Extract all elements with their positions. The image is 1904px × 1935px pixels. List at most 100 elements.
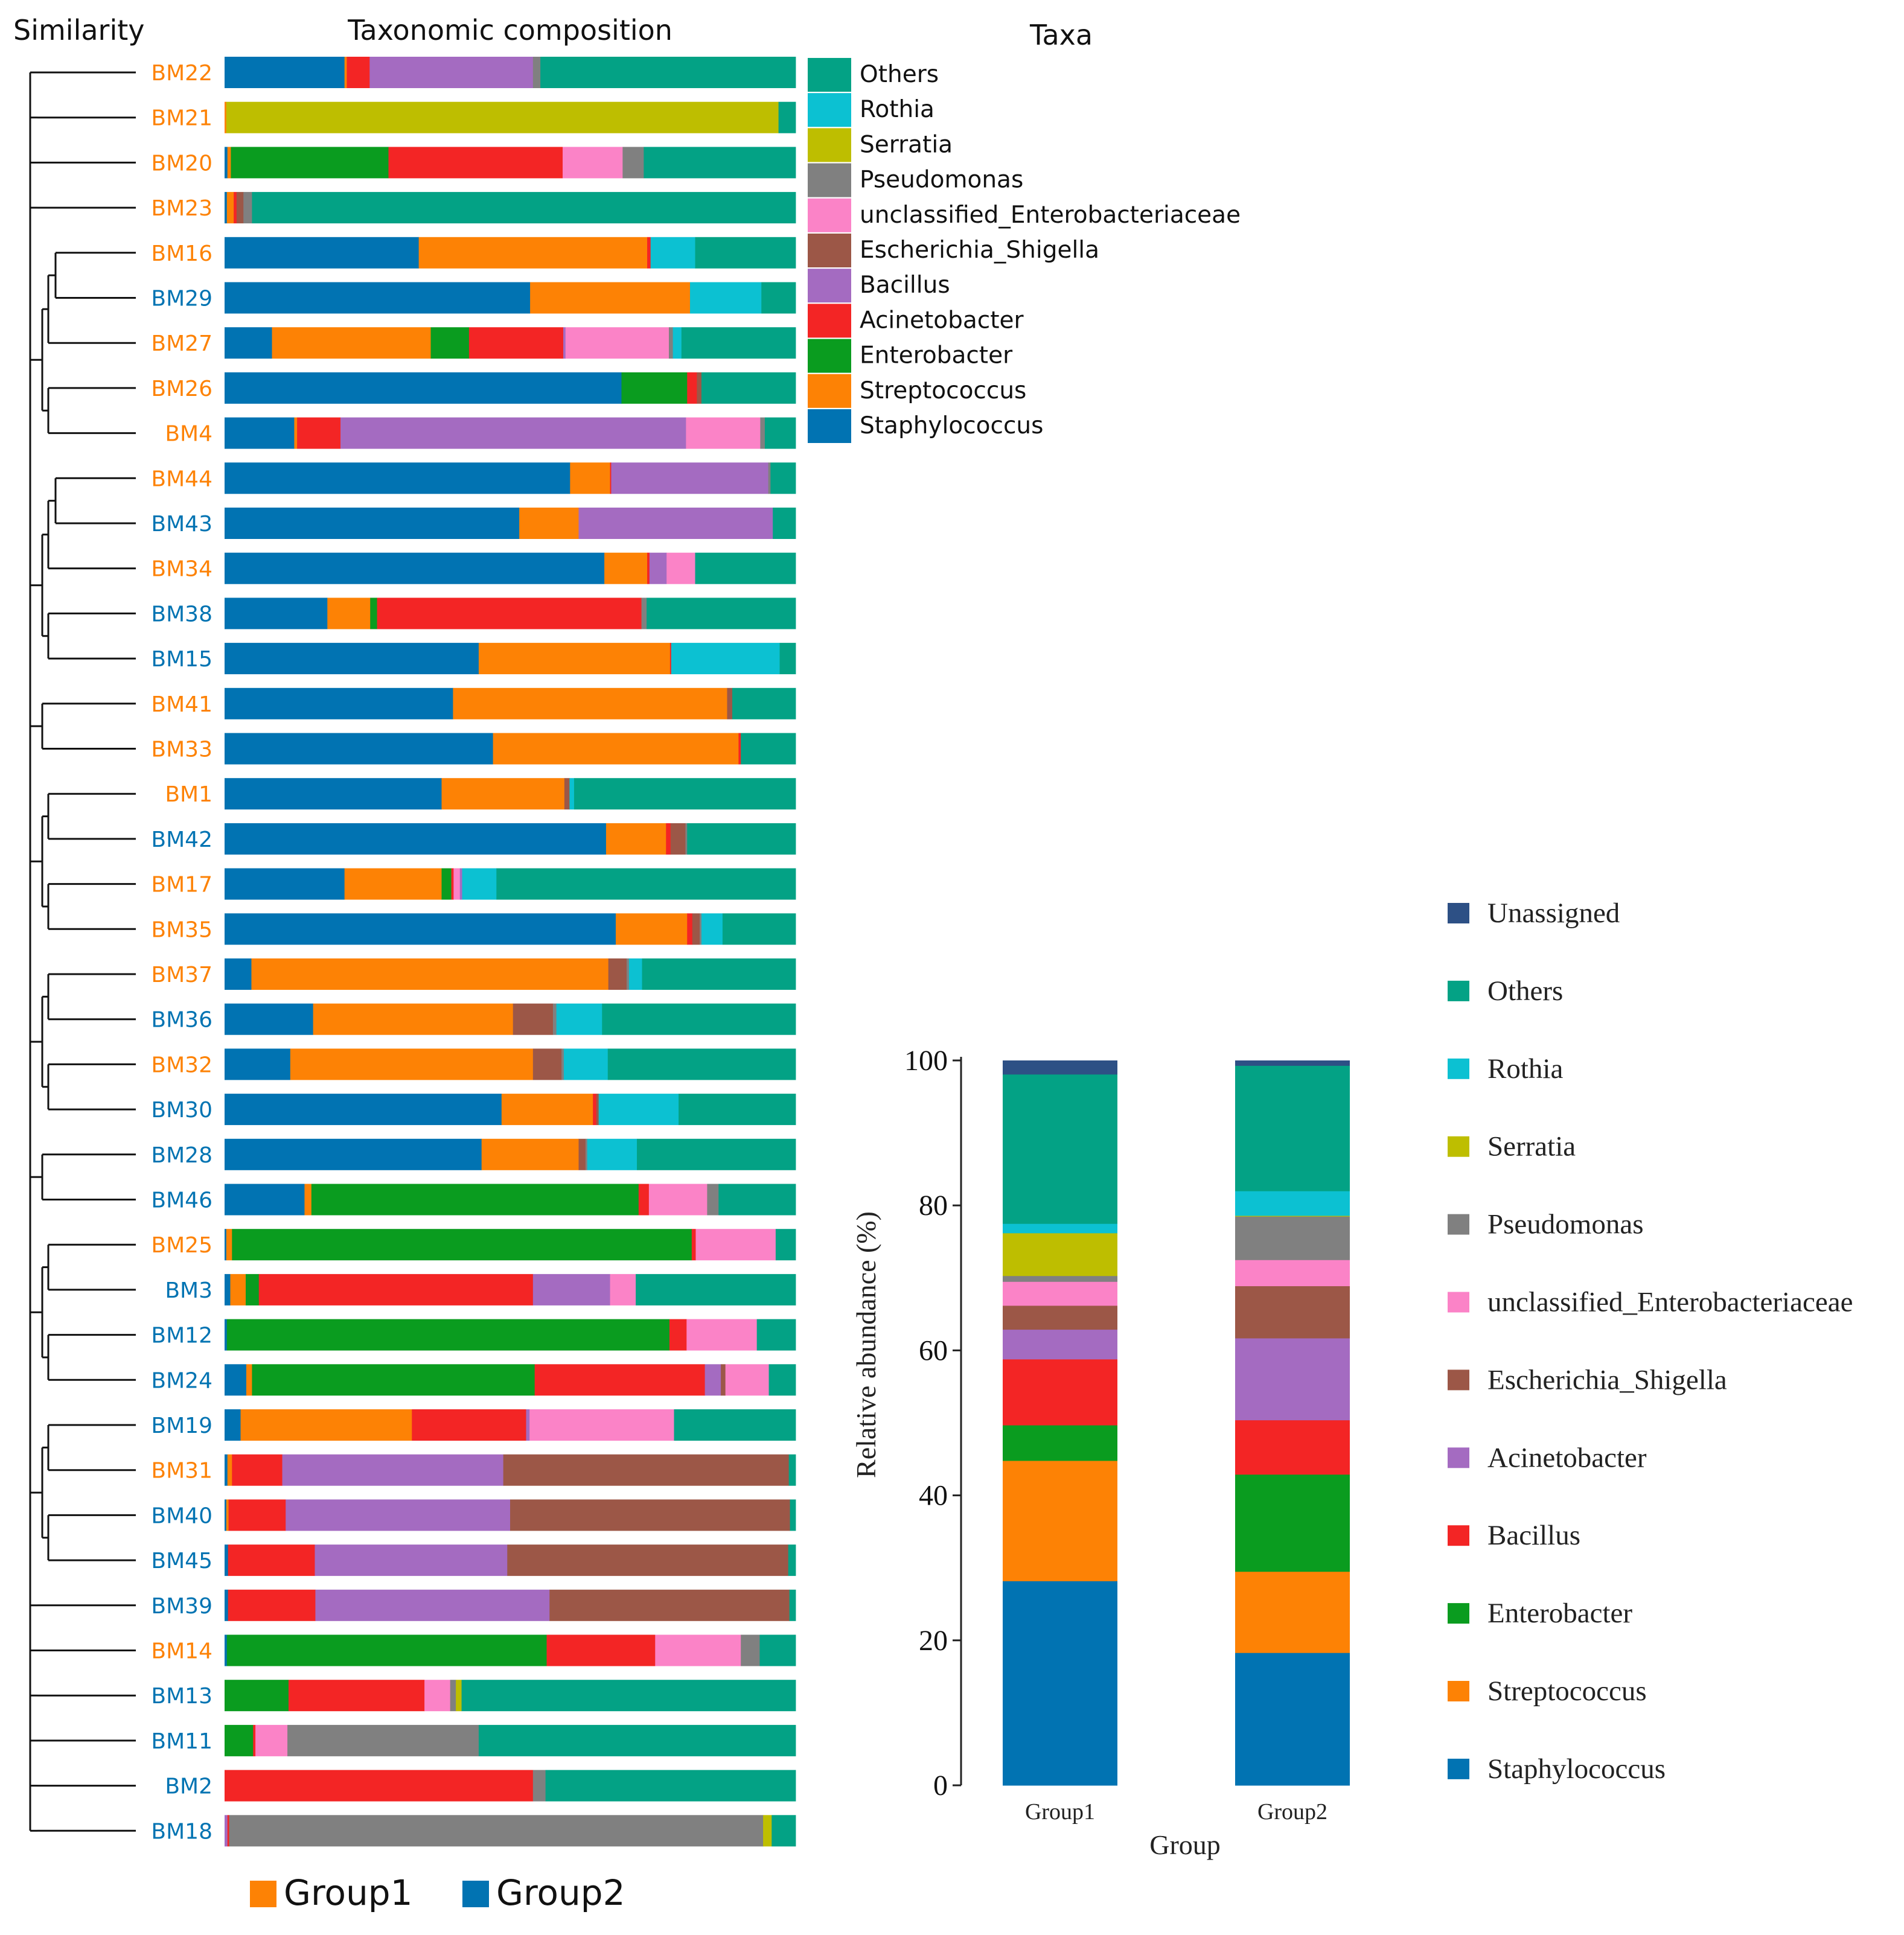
bar-segment-streptococcus	[616, 913, 688, 945]
sample-label-bm21: BM21	[151, 106, 212, 131]
bar-segment-escherichia-shigella	[596, 1094, 599, 1126]
bar-segment-rothia	[556, 1003, 602, 1035]
bar-segment-staphylococcus	[225, 327, 272, 359]
legend-swatch-rothia	[808, 93, 851, 127]
sample-label-bm27: BM27	[151, 331, 212, 356]
bar-segment-unclassified-enterobacteriaceae	[666, 552, 695, 584]
bar-segment-pseudomonas	[641, 598, 647, 630]
group-abundance-chart: 0 20 40 60 80 100 Group1 Group2 Relative abund…	[851, 1045, 1350, 1860]
bar-segment-acinetobacter	[228, 1589, 316, 1621]
sample-label-bm43: BM43	[151, 512, 212, 537]
bar-segment-streptococcus	[481, 1138, 579, 1170]
bar-segment-escherichia-shigella	[721, 1364, 726, 1396]
stack-streptococcus	[1235, 1571, 1350, 1653]
taxa-legend: Others Rothia Serratia Pseudomonas unclassif…	[808, 58, 1241, 443]
legend2-swatch-serratia	[1448, 1136, 1469, 1157]
bar-segment-enterobacter	[225, 1680, 289, 1712]
bar-segment-staphylococcus	[225, 237, 420, 269]
bar-segment-acinetobacter	[451, 868, 454, 900]
bar-segment-streptococcus	[246, 1364, 252, 1396]
bar-row-bm21	[225, 101, 796, 133]
bar-segment-bacillus	[282, 1454, 504, 1486]
bar-segment-others	[761, 282, 796, 314]
legend-swatch-serratia	[808, 128, 851, 162]
bar-row-bm38	[225, 598, 796, 630]
legend-label-escherichia-shigella: Escherichia_Shigella	[860, 237, 1099, 264]
legend2-swatch-staphylococcus	[1448, 1758, 1469, 1779]
legend-swatch-streptococcus	[808, 374, 851, 408]
bar-segment-unclassified-enterobacteriaceae	[725, 1364, 769, 1396]
sample-label-bm11: BM11	[151, 1729, 212, 1754]
bar-segment-others	[607, 1048, 796, 1080]
bar-segment-others	[674, 1409, 796, 1441]
group2-swatch	[462, 1881, 489, 1907]
bar-segment-streptococcus	[530, 282, 691, 314]
bar-segment-rothia	[598, 1094, 679, 1126]
sample-label-bm2: BM2	[165, 1774, 212, 1799]
sample-label-bm45: BM45	[151, 1549, 212, 1573]
taxa-legend-title: Taxa	[1029, 19, 1093, 51]
sample-label-bm35: BM35	[151, 917, 212, 942]
legend-swatch-bacillus	[808, 269, 851, 303]
stack-unclassified-enterobacteriaceae	[1235, 1260, 1350, 1287]
bar-segment-streptococcus	[230, 1274, 246, 1305]
bar-segment-bacillus	[459, 868, 462, 900]
sample-label-bm36: BM36	[151, 1008, 212, 1033]
bar-segment-pseudomonas	[287, 1724, 479, 1756]
legend2-label-acinetobacter: Acinetobacter	[1487, 1442, 1647, 1473]
bar-segment-acinetobacter	[647, 552, 650, 584]
bar-segment-staphylococcus	[225, 147, 228, 179]
bar-segment-escherichia-shigella	[697, 372, 702, 404]
legend2-label-unassigned: Unassigned	[1487, 897, 1620, 929]
sample-label-bm15: BM15	[151, 647, 212, 672]
bar-row-bm17	[225, 868, 796, 900]
bar-segment-others	[788, 1544, 796, 1576]
bar-segment-others	[759, 1634, 796, 1666]
sample-label-bm18: BM18	[151, 1819, 212, 1844]
bar-segment-others	[701, 372, 796, 404]
bar-segment-streptococcus	[604, 552, 648, 584]
bar-segment-unclassified-enterobacteriaceae	[686, 417, 761, 449]
bar-segment-enterobacter	[231, 147, 389, 179]
bar-row-bm15	[225, 643, 796, 675]
bar-segment-others	[695, 552, 796, 584]
bar-segment-streptococcus	[327, 598, 371, 630]
bar-segment-staphylococcus	[225, 508, 520, 539]
bar-segment-acinetobacter	[388, 147, 563, 179]
bar-segment-pseudomonas	[700, 913, 702, 945]
bar-segment-unclassified-enterobacteriaceae	[563, 147, 623, 179]
stack-enterobacter	[1003, 1425, 1117, 1461]
bar-segment-rothia	[563, 1048, 609, 1080]
bar-segment-pseudomonas	[532, 57, 541, 88]
bar-segment-others	[478, 1724, 796, 1756]
bar-row-bm12	[225, 1319, 796, 1351]
bar-row-bm41	[225, 687, 796, 719]
bar-row-bm11	[225, 1724, 796, 1756]
bar-segment-others	[642, 958, 796, 990]
bar-row-bm16	[225, 237, 796, 269]
bar-segment-streptococcus	[227, 1454, 232, 1486]
bar-segment-streptococcus	[226, 192, 234, 224]
bar-segment-others	[789, 1589, 796, 1621]
sample-label-bm29: BM29	[151, 287, 212, 311]
bar-row-bm32	[225, 1048, 796, 1080]
similarity-header: Similarity	[13, 14, 145, 46]
group-column-group1	[1003, 1060, 1117, 1786]
legend2-label-staphylococcus: Staphylococcus	[1487, 1753, 1666, 1785]
stack-staphylococcus	[1003, 1581, 1117, 1786]
bar-segment-staphylococcus	[225, 552, 605, 584]
bar-segment-acinetobacter	[468, 327, 564, 359]
stack-others	[1003, 1074, 1117, 1224]
bar-segment-unclassified-enterobacteriaceae	[695, 1229, 776, 1261]
bar-segment-others	[790, 1499, 796, 1531]
bar-segment-unclassified-enterobacteriaceae	[565, 327, 669, 359]
legend-swatch-staphylococcus	[808, 409, 851, 443]
sample-label-bm3: BM3	[165, 1278, 212, 1303]
bar-segment-pseudomonas	[626, 958, 630, 990]
sample-label-bm31: BM31	[151, 1459, 212, 1484]
composition-header: Taxonomic composition	[347, 14, 672, 46]
bar-segment-streptococcus	[225, 101, 227, 133]
sample-labels: BM22 BM21 BM20 BM23 BM16 BM29 BM27 BM26 BM4 BM44 B…	[151, 61, 212, 1844]
bar-row-bm24	[225, 1364, 796, 1396]
bar-segment-acinetobacter	[546, 1634, 656, 1666]
